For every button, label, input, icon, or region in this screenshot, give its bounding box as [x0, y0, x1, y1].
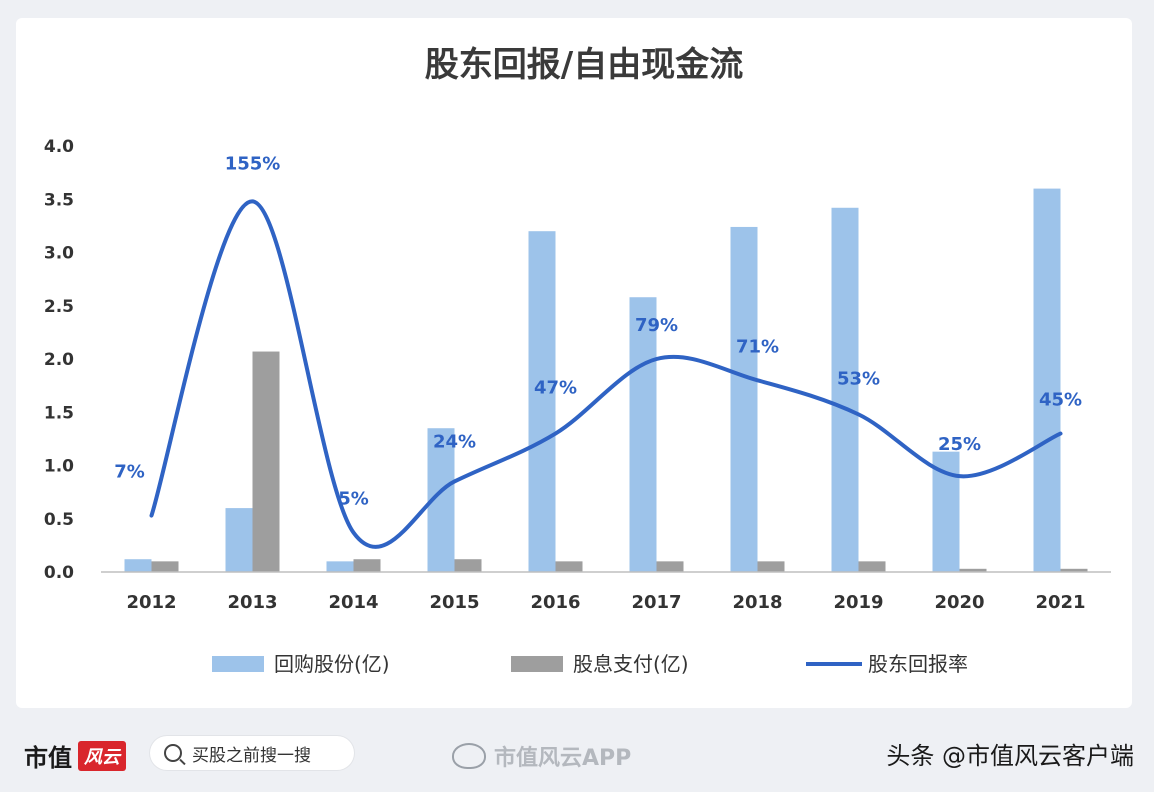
data-label-2015: 24% [433, 431, 476, 452]
data-label-2020: 25% [938, 434, 981, 455]
bar-buyback-2012 [124, 559, 152, 572]
x-tick-label: 2017 [631, 592, 681, 613]
bar-dividend-2020 [959, 568, 987, 572]
y-tick-label: 1.0 [44, 457, 74, 477]
data-labels: 7% 155% 5% 24% 47% 79% 71% 53% 25% 45% [114, 153, 1082, 509]
bar-buyback-2018 [730, 226, 758, 572]
data-label-2018: 71% [736, 336, 779, 357]
y-tick-label: 0.0 [44, 563, 74, 583]
y-tick-label: 2.0 [44, 350, 74, 370]
bar-dividend-2016 [555, 561, 583, 572]
x-tick-label: 2020 [934, 592, 984, 613]
data-label-2016: 47% [534, 378, 577, 399]
bar-buyback-2014 [326, 561, 354, 572]
footer: 市值 风云 买股之前搜一搜 市值风云APP 头条 @市值风云客户端 [0, 712, 1154, 792]
bars [124, 188, 1088, 572]
toutiao-credit: 头条 @市值风云客户端 [886, 742, 1134, 770]
bar-buyback-2019 [831, 207, 859, 572]
bar-dividend-2021 [1060, 568, 1088, 572]
data-label-2014: 5% [338, 489, 369, 510]
x-tick-label: 2016 [530, 592, 580, 613]
weibo-watermark: 市值风云APP [452, 740, 631, 772]
data-label-2019: 53% [837, 368, 880, 389]
chart-title: 股东回报/自由现金流 [425, 45, 743, 85]
brand-logo: 风云 [78, 740, 126, 771]
x-tick-label: 2019 [833, 592, 883, 613]
data-label-2013: 155% [225, 153, 281, 174]
bar-buyback-2013 [225, 508, 253, 572]
chart-card: 股东回报/自由现金流 0.0 0.5 1.0 1.5 2.0 2.5 3.0 3.5 4.0 2… [16, 18, 1132, 708]
brand-text: 市值 [24, 744, 72, 772]
legend: 回购股份(亿) 股息支付(亿) 股东回报率 [212, 652, 968, 676]
legend-label-0: 回购股份(亿) [274, 652, 390, 676]
bar-dividend-2013 [252, 351, 280, 572]
legend-swatch-0 [212, 656, 264, 672]
bar-dividend-2014 [353, 559, 381, 572]
data-label-2012: 7% [114, 462, 145, 483]
series-line-return-rate [149, 199, 1063, 549]
y-axis: 0.0 0.5 1.0 1.5 2.0 2.5 3.0 3.5 4.0 [44, 137, 74, 583]
y-tick-label: 4.0 [44, 137, 74, 157]
bar-dividend-2019 [858, 561, 886, 572]
bar-buyback-2017 [629, 297, 657, 572]
weibo-text: 市值风云APP [494, 746, 632, 771]
y-tick-label: 2.5 [44, 297, 74, 317]
search-box[interactable]: 买股之前搜一搜 [150, 736, 354, 770]
legend-label-1: 股息支付(亿) [573, 652, 689, 676]
chart: 股东回报/自由现金流 0.0 0.5 1.0 1.5 2.0 2.5 3.0 3.5 4.0 2… [44, 45, 1111, 676]
bar-buyback-2016 [528, 231, 556, 572]
bar-dividend-2018 [757, 561, 785, 572]
legend-swatch-1 [511, 656, 563, 672]
brand: 市值 风云 [24, 738, 126, 773]
x-tick-label: 2018 [732, 592, 782, 613]
y-tick-label: 0.5 [44, 510, 74, 530]
bar-dividend-2012 [151, 561, 179, 572]
x-tick-label: 2014 [328, 592, 378, 613]
y-tick-label: 3.0 [44, 244, 74, 264]
bar-buyback-2021 [1033, 188, 1061, 572]
y-tick-label: 3.5 [44, 190, 74, 210]
weibo-icon [452, 743, 486, 769]
legend-label-2: 股东回报率 [868, 652, 968, 676]
x-axis: 2012 2013 2014 2015 2016 2017 2018 2019 2020 2021 [126, 592, 1085, 613]
bar-dividend-2015 [454, 559, 482, 572]
x-tick-label: 2021 [1035, 592, 1085, 613]
x-tick-label: 2013 [227, 592, 277, 613]
search-icon [164, 744, 182, 762]
search-text: 买股之前搜一搜 [192, 745, 311, 766]
x-tick-label: 2015 [429, 592, 479, 613]
data-label-2017: 79% [635, 315, 678, 336]
y-tick-label: 1.5 [44, 403, 74, 423]
bar-dividend-2017 [656, 561, 684, 572]
x-tick-label: 2012 [126, 592, 176, 613]
data-label-2021: 45% [1039, 390, 1082, 411]
